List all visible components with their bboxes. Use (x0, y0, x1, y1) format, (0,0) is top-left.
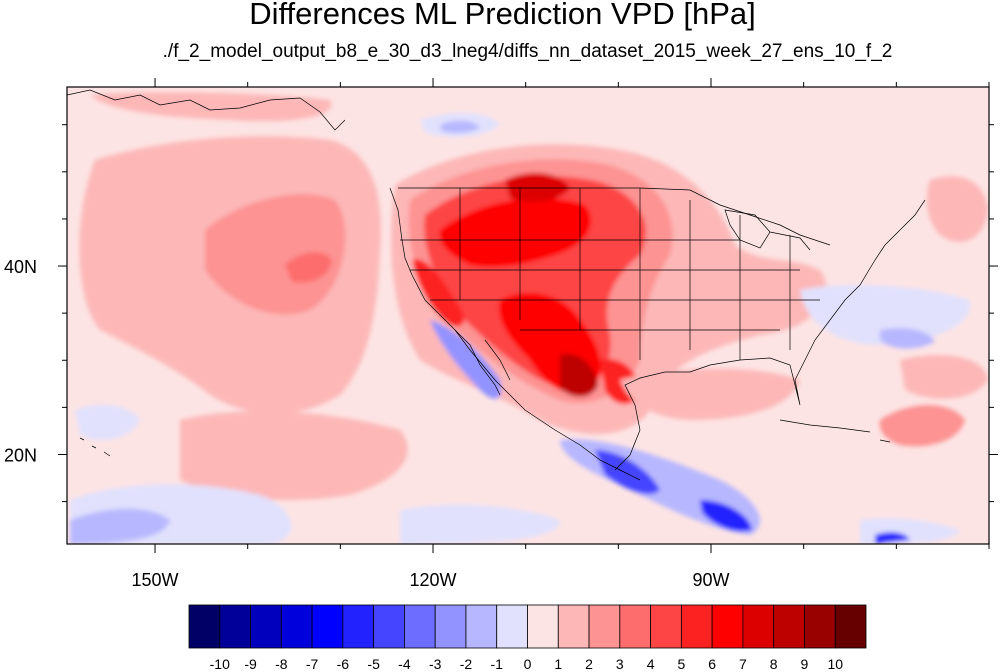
colorbar-box (373, 604, 405, 649)
southwest-pacific-negative-2 (70, 508, 170, 544)
north-light-positive (90, 92, 332, 122)
colorbar-label: 6 (708, 656, 716, 672)
colorbar-box (527, 604, 559, 649)
atlantic-positive-region (927, 176, 988, 242)
colorbar-label: -2 (460, 656, 473, 672)
lon-tick-label: 90W (693, 570, 730, 590)
colorbar-box (434, 604, 467, 649)
us-core-positive-4 (560, 354, 598, 397)
baja-negative (430, 320, 502, 399)
great-lakes (724, 209, 811, 251)
pacific-moderate-region (205, 194, 346, 315)
colorbar-box (219, 604, 251, 649)
lat-tick-label: 20N (4, 445, 37, 465)
colorbar-box (742, 604, 775, 649)
colorbar-box (342, 604, 375, 649)
colorbar-label: -10 (210, 656, 230, 672)
atlantic-negative-core (880, 328, 935, 349)
colorbar-label: 5 (677, 656, 685, 672)
colorbar-box (773, 604, 805, 649)
map-title: Differences ML Prediction VPD [hPa] (249, 0, 756, 31)
colorbar-label: 7 (739, 656, 747, 672)
colorbar-label: 4 (647, 656, 655, 672)
colorbar-box (680, 604, 713, 649)
south-negative (400, 504, 560, 544)
colorbar-box (804, 604, 836, 649)
colorbar-box (404, 604, 436, 649)
us-core-positive-1 (439, 198, 591, 267)
colorbar-label: -3 (429, 656, 442, 672)
colorbar-box (280, 604, 313, 649)
colorbar-label: 3 (616, 656, 624, 672)
contour-fields (70, 92, 988, 544)
colorbar-label: -5 (367, 656, 380, 672)
colorbar: -10 -9 -8 -7 -6 -5 -4 -3 -2 -1 0 1 2 3 4 5 6 7 8 9 10 (188, 604, 867, 672)
lon-tick-label: 150W (132, 570, 179, 590)
caribbean-islands (779, 419, 891, 443)
state-borders (400, 188, 820, 360)
west-negative (75, 404, 140, 440)
map-frame: 150W 120W 90W 40N 20N (4, 78, 998, 590)
lat-tick-label: 40N (4, 257, 37, 277)
east-atlantic-positive (900, 355, 988, 399)
gulf-coast (614, 199, 926, 471)
caribbean-positive-region (879, 405, 965, 447)
california-coast-positive (412, 259, 465, 327)
na-west-coast (389, 187, 641, 481)
hawaii-islands (79, 437, 111, 457)
colorbar-label: -6 (337, 656, 350, 672)
colorbar-box (711, 604, 744, 649)
colorbar-box (496, 604, 528, 649)
colorbar-label: 10 (827, 656, 843, 672)
colorbar-box (250, 604, 282, 649)
colorbar-label: -1 (491, 656, 504, 672)
colorbar-box (557, 604, 590, 649)
colorbar-box (588, 604, 621, 649)
colorbar-box (311, 604, 344, 649)
colorbar-label: -7 (306, 656, 319, 672)
north-pacific-negative-2 (440, 120, 480, 133)
colorbar-label: 9 (801, 656, 809, 672)
alaska-coastline (67, 89, 346, 131)
colorbar-label: 0 (524, 656, 532, 672)
colorbar-box (188, 604, 221, 649)
colorbar-box (465, 604, 498, 649)
tropical-pacific-negative-core (595, 450, 660, 495)
colorbar-box (650, 604, 682, 649)
lon-tick-label: 120W (410, 570, 457, 590)
pacific-core-region (285, 252, 332, 283)
colorbar-label: -4 (398, 656, 411, 672)
colorbar-label: 2 (585, 656, 593, 672)
colorbar-label: 1 (554, 656, 562, 672)
colorbar-label: -8 (275, 656, 288, 672)
tropical-pacific-negative-east (700, 500, 752, 532)
baja-coast (454, 329, 511, 396)
colorbar-label: 8 (770, 656, 778, 672)
colorbar-box (834, 604, 867, 649)
atlantic-negative (800, 284, 971, 345)
gulf-positive-region (620, 368, 800, 420)
colorbar-label: -9 (244, 656, 257, 672)
us-core-positive-3 (505, 173, 570, 203)
map-subtitle: ./f_2_model_output_b8_e_30_d3_lneg4/diff… (162, 41, 893, 62)
southeast-negative-core (875, 532, 910, 544)
coastlines-borders (67, 89, 926, 481)
subtropical-positive-region (180, 411, 408, 500)
colorbar-box (619, 604, 651, 649)
